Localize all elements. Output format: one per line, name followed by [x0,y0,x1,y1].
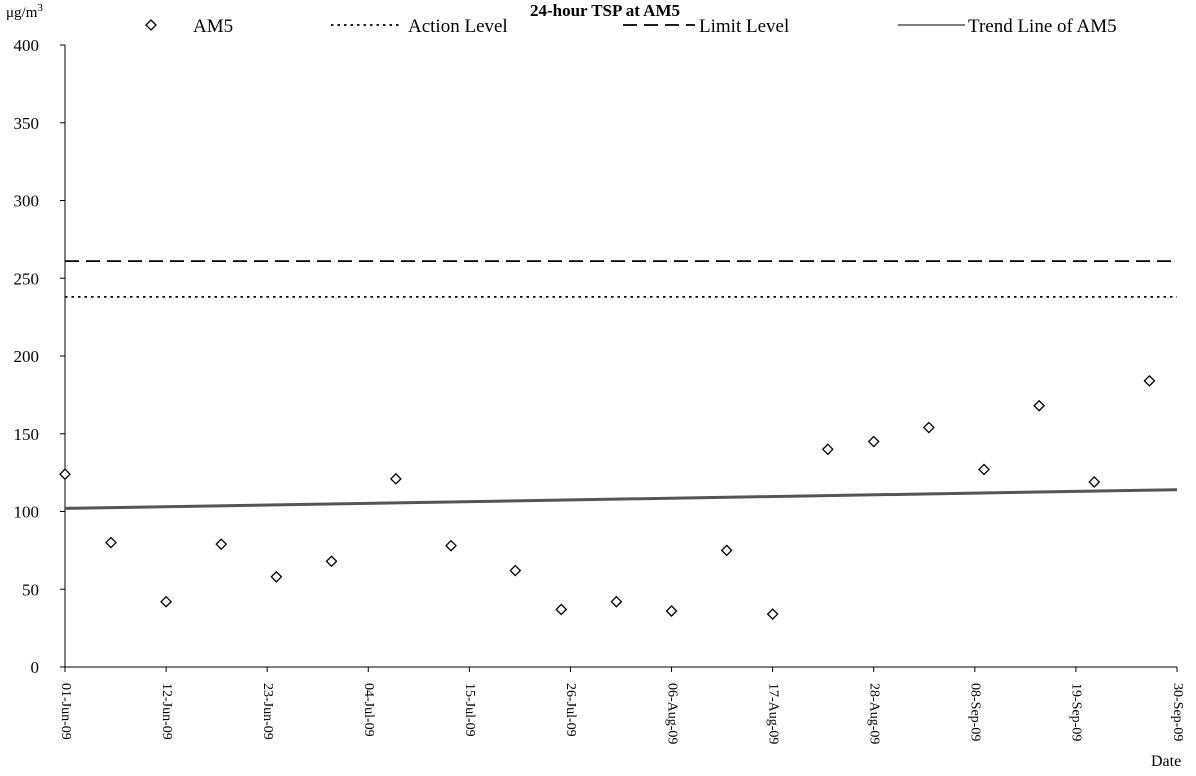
y-tick-label: 350 [14,114,40,133]
data-point [1088,476,1101,488]
y-tick-label: 50 [22,580,39,599]
data-point [867,435,880,448]
data-point [1033,399,1046,412]
x-tick-label: 17-Aug-09 [765,683,780,744]
legend-am5-marker [145,19,157,31]
data-point [215,538,228,551]
data-point [555,603,568,616]
y-tick-label: 250 [14,269,40,288]
legend-action-label: Action Level [408,16,508,37]
data-point [325,555,338,568]
x-tick-label: 28-Aug-09 [867,683,882,744]
data-point [766,608,779,621]
x-tick-label: 01-Jun-09 [58,683,73,740]
data-point [445,539,457,552]
data-point [610,595,623,608]
data-point [1143,374,1156,387]
data-point [720,544,733,557]
data-point [270,570,283,583]
x-axis-label: Date [1151,753,1181,770]
chart-title: 24-hour TSP at AM5 [530,1,680,20]
x-tick-label: 15-Jul-09 [462,683,477,737]
data-point [922,421,935,434]
data-point [389,472,402,485]
y-tick-label: 150 [14,425,40,444]
data-point [160,595,173,608]
y-tick-label: 100 [14,503,40,522]
legend-limit-label: Limit Level [699,16,789,37]
y-tick-label: 400 [14,36,40,55]
x-tick-label: 08-Sep-09 [968,683,983,741]
data-point [509,564,522,577]
data-point [59,468,71,481]
x-tick-label: 26-Jul-09 [563,683,578,737]
legend-am5-label: AM5 [193,16,233,37]
data-point [105,536,117,549]
y-unit-label: μg/m3 [6,2,43,21]
legend: AM5 Action Level Limit Level Trend Line of … [145,16,1117,37]
data-point [978,463,990,476]
x-tick-label: 30-Sep-09 [1170,683,1185,741]
y-tick-label: 0 [31,658,40,677]
data-point [821,443,834,456]
x-tick-label: 19-Sep-09 [1069,683,1084,741]
x-tick-label: 23-Jun-09 [260,683,275,740]
x-tick-label: 06-Aug-09 [664,683,679,744]
trend-line [64,488,1178,510]
x-tick-label: 12-Jun-09 [159,683,174,740]
y-tick-label: 300 [14,192,40,211]
legend-trend-label: Trend Line of AM5 [968,16,1117,37]
y-tick-label: 200 [14,347,40,366]
x-tick-label: 04-Jul-09 [361,683,376,737]
data-point [665,605,678,617]
